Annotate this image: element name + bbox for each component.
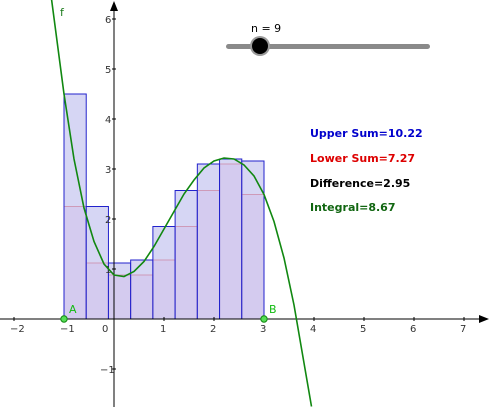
point-a-label: A [69, 303, 77, 316]
function-curve [50, 0, 313, 407]
upper-sum-bar [241, 160, 265, 320]
y-tick-label: −1 [100, 365, 115, 376]
upper-sum-bar [174, 190, 198, 320]
x-tick-label: −1 [60, 324, 75, 335]
slider-label: n = 9 [251, 22, 282, 35]
x-tick-label: 3 [260, 324, 266, 335]
integral-text: Integral=8.67 [310, 201, 396, 214]
x-axis-arrow [479, 315, 489, 323]
upper-sum-bar [219, 158, 243, 320]
upper-sum-bar [130, 259, 154, 320]
x-tick-label: 5 [360, 324, 366, 335]
lower-sum-text: Lower Sum=7.27 [310, 152, 416, 165]
upper-sum-bar [152, 226, 176, 320]
difference-text: Difference=2.95 [310, 177, 411, 190]
upper-sum-text: Upper Sum=10.22 [310, 127, 423, 140]
upper-sum-bar [196, 163, 221, 320]
slider-track[interactable] [226, 44, 430, 49]
point-b [260, 315, 268, 323]
x-tick-label: 6 [410, 324, 416, 335]
point-a [60, 315, 68, 323]
x-tick-label: −2 [10, 324, 25, 335]
x-tick-label: 7 [460, 324, 466, 335]
point-b-label: B [269, 303, 277, 316]
y-tick-label: 2 [105, 215, 111, 226]
x-tick-label: 0 [102, 324, 108, 335]
y-tick-label: 3 [105, 165, 111, 176]
y-tick-label: 4 [105, 115, 111, 126]
x-tick-label: 2 [210, 324, 216, 335]
y-tick-label: 6 [105, 15, 111, 26]
x-tick-label: 1 [160, 324, 166, 335]
y-axis-arrow [110, 1, 118, 11]
y-tick-label: 5 [105, 65, 111, 76]
slider-knob[interactable] [252, 38, 268, 54]
y-tick-label: 1 [105, 265, 111, 276]
function-label: f [60, 6, 65, 19]
x-tick-label: 4 [310, 324, 316, 335]
